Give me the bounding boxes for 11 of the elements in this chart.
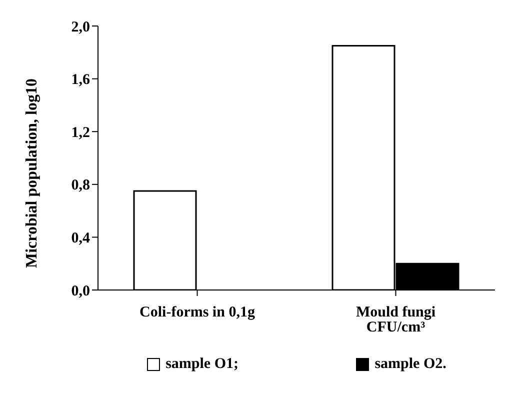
- x-tick-label: Mould fungi CFU/cm³: [356, 304, 436, 336]
- y-axis-title: Microbial population, log10: [24, 78, 41, 268]
- x-tick-label: Coli-forms in 0,1g: [140, 304, 256, 321]
- y-tick-label: 2,0: [71, 19, 90, 36]
- legend-label: sample O2.: [374, 356, 446, 373]
- y-tick-label: 0,4: [71, 230, 90, 247]
- y-tick-label: 1,2: [71, 124, 90, 141]
- y-tick-label: 1,6: [71, 72, 90, 88]
- y-tick-label: 0,8: [71, 178, 90, 194]
- legend-label: sample O1;: [166, 356, 239, 373]
- y-tick-label: 0,0: [71, 283, 90, 300]
